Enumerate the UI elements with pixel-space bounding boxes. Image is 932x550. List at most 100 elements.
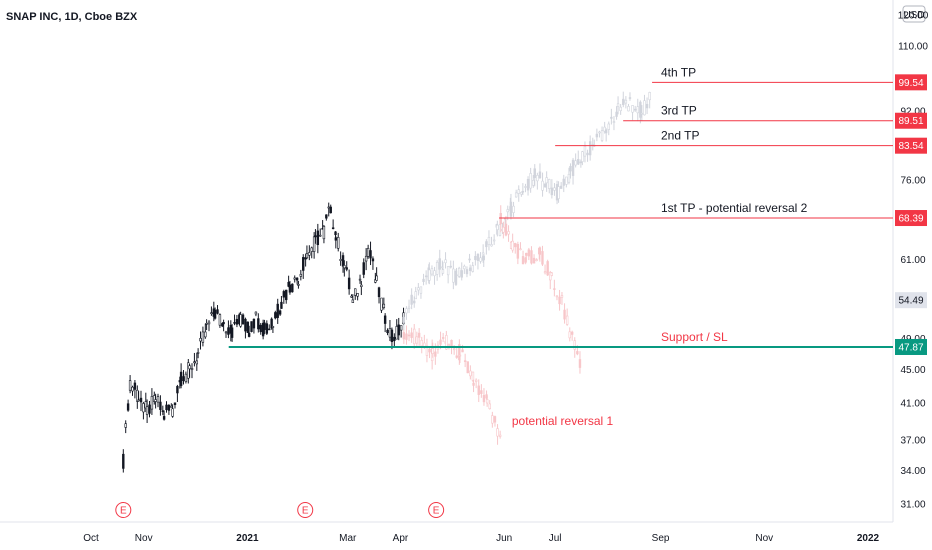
candle-body (532, 180, 535, 186)
candle-body (471, 265, 474, 272)
candle-body (222, 322, 225, 325)
chart-title: SNAP INC, 1D, Cboe BZX (6, 11, 138, 23)
price-tag-value: 47.87 (898, 342, 923, 353)
candle-body (550, 272, 553, 276)
y-tick-label: 31.00 (900, 500, 925, 511)
candle-body (227, 327, 230, 335)
y-tick-label: 110.00 (898, 42, 928, 53)
candle-body (308, 252, 311, 256)
candle-body (399, 325, 403, 331)
candle-body (631, 105, 634, 113)
candle-body (350, 295, 353, 298)
candle-body (633, 108, 637, 111)
candle-body (393, 336, 396, 342)
candle-body (439, 339, 442, 345)
candle-body (458, 354, 462, 357)
candle-body (397, 324, 400, 336)
candle-body (487, 236, 491, 245)
candle-body (428, 348, 431, 353)
candle-body (615, 111, 618, 117)
candle-body (199, 338, 202, 342)
candle-body (578, 359, 582, 368)
candle-body (280, 301, 283, 309)
y-tick-label: 92.00 (900, 106, 925, 117)
candle-body (648, 92, 651, 101)
candle-body (559, 185, 563, 189)
candle-body (548, 179, 551, 189)
candle-body (405, 333, 408, 340)
candle-body (491, 415, 494, 424)
candle-body (383, 315, 387, 324)
candle-body (351, 299, 355, 303)
candle-body (195, 360, 199, 365)
candle-body (233, 322, 236, 324)
candle-body (529, 173, 532, 189)
candle-body (171, 408, 174, 417)
candle-body (124, 423, 127, 428)
candle-body (159, 401, 162, 410)
candle-body (347, 277, 351, 290)
series-projection-3 (499, 205, 582, 374)
price-tag (895, 74, 927, 91)
candle-body (536, 175, 539, 182)
candle-body (334, 231, 337, 236)
candle-body (154, 399, 157, 402)
candle-body (550, 187, 554, 196)
candle-body (607, 123, 610, 130)
candle-body (567, 173, 571, 183)
candle-body (380, 297, 383, 311)
candle-body (374, 279, 377, 283)
price-tag-value: 83.54 (898, 141, 923, 152)
candle-body (568, 331, 571, 339)
candle-body (390, 329, 394, 343)
candle-body (496, 428, 499, 437)
candle-body (445, 335, 448, 350)
candle-body (288, 284, 292, 293)
candle-body (184, 373, 188, 382)
candle-body (452, 348, 456, 351)
candle-body (362, 262, 365, 275)
candle-body (334, 237, 338, 241)
candle-body (218, 314, 222, 326)
candle-body (509, 201, 513, 217)
candle-body (271, 325, 275, 328)
earnings-marker (115, 502, 132, 518)
candle-body (145, 406, 149, 415)
price-tag-value: 99.54 (898, 78, 923, 89)
candle-body (413, 328, 416, 345)
candle-body (541, 251, 544, 265)
earnings-marker-label: E (433, 506, 440, 517)
candle-body (156, 396, 160, 403)
candle-body (216, 309, 219, 314)
candle-body (502, 226, 505, 233)
candle-body (576, 351, 579, 355)
candle-body (345, 267, 348, 270)
candle-body (545, 177, 548, 184)
candle-body (526, 178, 530, 191)
x-tick-label: 2021 (236, 533, 259, 544)
candle-body (624, 99, 628, 104)
candle-body (477, 385, 480, 395)
candle-body (358, 278, 362, 281)
candle-body (293, 277, 296, 280)
candle-body (235, 318, 239, 325)
candle-body (474, 379, 478, 382)
candle-body (627, 106, 630, 112)
candle-body (538, 171, 542, 179)
candle-body (428, 269, 431, 281)
candle-body (527, 249, 531, 257)
y-tick-label: 61.00 (900, 255, 925, 266)
candle-body (213, 309, 217, 319)
candle-body (265, 323, 269, 334)
candle-body (449, 265, 452, 268)
candle-body (170, 405, 173, 408)
time-axis[interactable]: Oct Nov 2021 Mar Apr Jun Jul Sep Nov 2022 (0, 521, 893, 544)
candle-body (560, 295, 564, 298)
candle-body (278, 310, 282, 315)
candle-body (434, 351, 437, 357)
candle-body (524, 257, 527, 263)
candle-body (210, 312, 213, 314)
candle-body (274, 312, 277, 319)
candle-body (444, 259, 447, 264)
